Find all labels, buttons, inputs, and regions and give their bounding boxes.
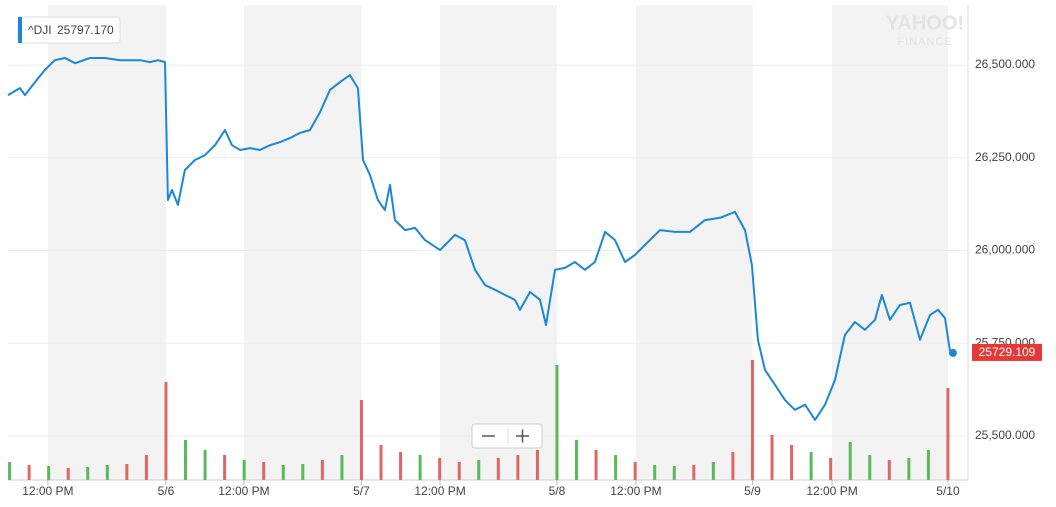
y-tick-label: 26,250.000 (975, 150, 1035, 164)
session-band (635, 5, 753, 480)
volume-bar (281, 465, 285, 480)
volume-bar (27, 465, 31, 480)
quote: 25797.170 (57, 23, 114, 37)
symbol: ^DJI (28, 23, 52, 37)
volume-bar (262, 462, 266, 480)
volume-bar (575, 440, 579, 480)
volume-bar (907, 458, 911, 480)
volume-bar (809, 452, 813, 480)
volume-bar (47, 466, 51, 480)
volume-bar (203, 450, 207, 480)
volume-bar (594, 450, 598, 480)
volume-bar (711, 462, 715, 480)
x-tick-label: 5/6 (158, 484, 175, 498)
volume-bar (105, 465, 109, 480)
volume-bar (223, 455, 227, 480)
zoom-box (471, 423, 543, 449)
volume-bar (359, 400, 363, 480)
y-tick-label: 25,500.000 (975, 428, 1035, 442)
volume-bar (457, 462, 461, 480)
volume-bar (242, 460, 246, 480)
volume-bar (555, 365, 559, 480)
volume-bar (184, 440, 188, 480)
x-tick-label: 12:00 PM (806, 484, 857, 498)
volume-bar (66, 468, 70, 480)
volume-bar (868, 455, 872, 480)
x-tick-label: 5/8 (549, 484, 566, 498)
x-tick-label: 12:00 PM (22, 484, 73, 498)
volume-bar (379, 445, 383, 480)
volume-bar (8, 462, 12, 480)
volume-bar (750, 360, 754, 480)
volume-bar (535, 450, 539, 480)
volume-bar (672, 466, 676, 480)
volume-bar (653, 465, 657, 480)
volume-bar (731, 452, 735, 480)
y-tick-label: 26,000.000 (975, 243, 1035, 257)
volume-bar (418, 455, 422, 480)
quote-marker (18, 17, 22, 43)
volume-bar (438, 458, 442, 480)
plot (7, 57, 957, 480)
volume-bar (125, 464, 129, 480)
last-value-box (972, 343, 1042, 361)
volume-bar (770, 435, 774, 480)
session-band (47, 5, 166, 480)
x-tick-label: 5/10 (936, 484, 960, 498)
volume-bar (516, 455, 520, 480)
volume-bar (848, 442, 852, 480)
volume-bar (829, 458, 833, 480)
x-tick-label: 12:00 PM (218, 484, 269, 498)
volume-bar (614, 455, 618, 480)
x-tick-label: 5/7 (353, 484, 370, 498)
volume-bar (790, 445, 794, 480)
volume-bar (320, 460, 324, 480)
volume-bar (477, 460, 481, 480)
volume-bar (301, 464, 305, 480)
brand-sub: FINANCE (897, 36, 952, 48)
volume-bar (946, 388, 950, 480)
y-tick-label: 26,500.000 (975, 57, 1035, 71)
volume-bar (86, 467, 90, 480)
last-value: 25729.109 (979, 345, 1036, 359)
volume-bar (887, 460, 891, 480)
volume-bar (164, 382, 168, 480)
last-point (948, 348, 957, 357)
volume-bar (692, 465, 696, 480)
background (8, 5, 969, 485)
x-tick-label: 12:00 PM (610, 484, 661, 498)
volume-bar (496, 458, 500, 480)
session-band (440, 5, 557, 480)
session-band (832, 5, 948, 480)
x-tick-label: 12:00 PM (414, 484, 465, 498)
brand: YAHOO! (886, 12, 964, 34)
volume-bar (144, 455, 148, 480)
volume-bar (340, 455, 344, 480)
session-band (243, 5, 362, 480)
volume-bar (633, 462, 637, 480)
x-tick-label: 5/9 (744, 484, 761, 498)
price-line (7, 57, 951, 421)
volume-bar (926, 450, 930, 480)
zoom-control (471, 423, 543, 449)
volume-bar (399, 452, 403, 480)
